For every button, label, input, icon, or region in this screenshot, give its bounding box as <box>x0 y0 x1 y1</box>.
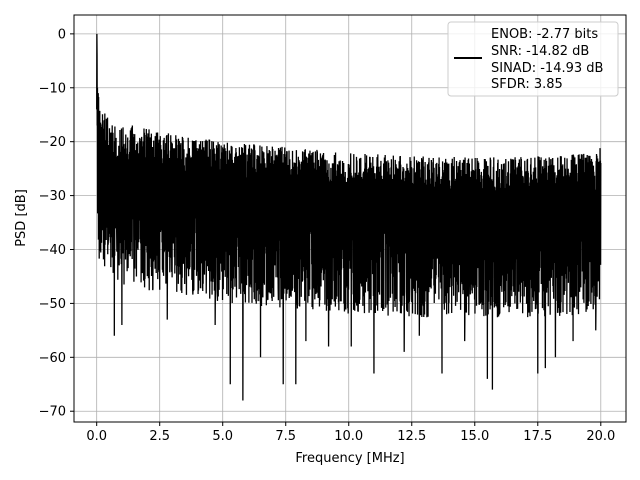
x-tick-label: 5.0 <box>212 429 233 444</box>
x-tick-label: 10.0 <box>334 429 363 444</box>
y-tick-label: −60 <box>39 351 66 366</box>
psd-trace <box>96 33 602 401</box>
legend-entry-enob: ENOB: -2.77 bits <box>491 27 598 42</box>
y-tick-label: −40 <box>39 243 66 258</box>
x-tick-label: 15.0 <box>460 429 489 444</box>
y-tick-label: −30 <box>39 189 66 204</box>
psd-series <box>96 33 602 401</box>
x-axis-label: Frequency [MHz] <box>295 451 404 466</box>
legend: ENOB: -2.77 bits SNR: -14.82 dB SINAD: -… <box>447 21 619 97</box>
x-tick-label: 12.5 <box>397 429 426 444</box>
legend-box <box>447 21 619 97</box>
legend-entry-sfdr: SFDR: 3.85 <box>491 77 563 92</box>
y-axis-label: PSD [dB] <box>14 189 29 247</box>
plot-frame <box>73 14 627 423</box>
legend-entry-sinad: SINAD: -14.93 dB <box>491 61 603 76</box>
y-tick-label: 0 <box>58 27 66 42</box>
x-tick-label: 7.5 <box>275 429 296 444</box>
x-tick-label: 2.5 <box>149 429 170 444</box>
x-tick-label: 20.0 <box>586 429 615 444</box>
y-axis-ticks: 0 −10 −20 −30 −40 −50 −60 −70 <box>39 27 74 420</box>
y-tick-label: −10 <box>39 81 66 96</box>
x-tick-label: 17.5 <box>523 429 552 444</box>
y-tick-label: −50 <box>39 297 66 312</box>
x-tick-label: 0.0 <box>86 429 107 444</box>
y-tick-label: −70 <box>39 405 66 420</box>
legend-entry-snr: SNR: -14.82 dB <box>491 44 589 59</box>
y-tick-label: −20 <box>39 135 66 150</box>
x-axis-ticks: 0.0 2.5 5.0 7.5 10.0 12.5 15.0 17.5 20.0 <box>86 422 615 444</box>
